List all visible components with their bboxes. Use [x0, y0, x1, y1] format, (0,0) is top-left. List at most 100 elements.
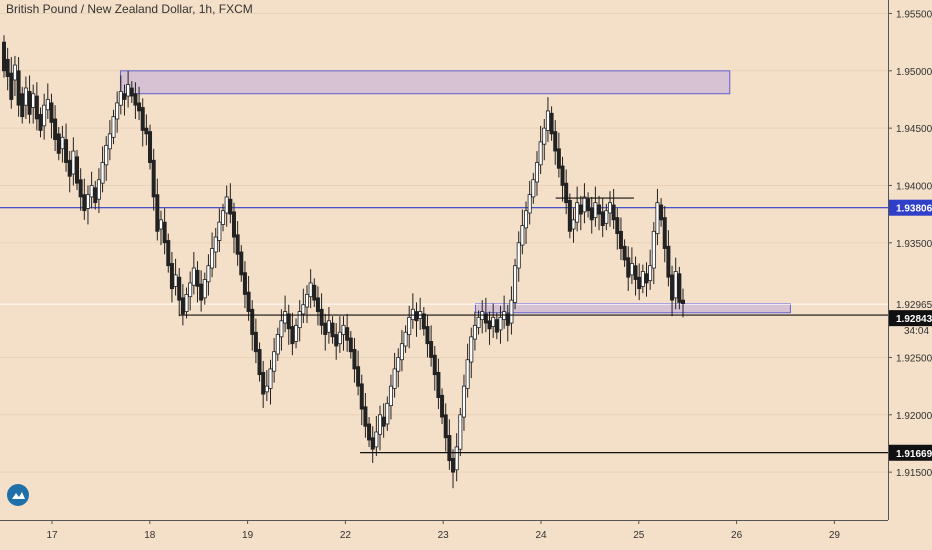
- candle-body: [352, 349, 357, 370]
- candle-body: [429, 341, 434, 358]
- x-tick-label: 18: [144, 530, 156, 541]
- candle-body: [89, 185, 94, 198]
- candle-body: [166, 240, 171, 267]
- candle-body: [23, 87, 28, 106]
- x-tick-label: 17: [46, 530, 58, 541]
- candle-body: [648, 265, 653, 282]
- candle-body: [294, 324, 299, 342]
- candle-body: [571, 219, 576, 230]
- candle-body: [217, 221, 222, 241]
- candle-body: [655, 202, 660, 235]
- candle-body: [564, 182, 569, 204]
- candle-body: [505, 313, 510, 326]
- candle-body: [498, 316, 503, 331]
- candle-body: [469, 336, 474, 363]
- x-tick-label: 23: [438, 530, 450, 541]
- candle-body: [451, 457, 456, 473]
- candle-body: [122, 93, 127, 100]
- candle-body: [158, 219, 163, 230]
- candle-body: [483, 313, 488, 324]
- candle-body: [626, 257, 631, 278]
- candle-body: [104, 144, 109, 166]
- candle-body: [56, 133, 61, 154]
- candle-body: [308, 282, 313, 298]
- candle-body: [257, 349, 262, 376]
- candle-body: [520, 225, 525, 246]
- candle-body: [531, 179, 536, 198]
- candle-body: [210, 248, 215, 269]
- candle-body: [253, 331, 258, 353]
- candle-body: [301, 304, 306, 315]
- candle-body: [443, 414, 448, 439]
- price-label: 1.92965: [896, 300, 932, 311]
- candle-body: [250, 308, 255, 335]
- candle-body: [567, 199, 572, 232]
- candle-body: [670, 274, 675, 301]
- trend-lines: [179, 197, 888, 454]
- candle-body: [126, 84, 131, 97]
- candle-body: [560, 165, 565, 186]
- candle-body: [231, 211, 236, 238]
- price-labels: 1.93806 1.92965 1.92843 1.91669 34:04: [889, 199, 932, 461]
- candle-body: [60, 136, 65, 150]
- candle-body: [556, 148, 561, 169]
- candle-body: [545, 110, 550, 131]
- x-tick-label: 22: [340, 530, 352, 541]
- price-label-bg: [889, 310, 932, 327]
- candle-body: [542, 127, 547, 145]
- candle-body: [370, 437, 375, 450]
- candle-body: [553, 131, 558, 152]
- x-tick-label: 25: [633, 530, 645, 541]
- candle-body: [177, 276, 182, 301]
- candle-body: [604, 210, 609, 224]
- x-tick-label: 29: [829, 530, 841, 541]
- candle-body: [71, 150, 76, 175]
- candle-body: [107, 133, 112, 150]
- candle-body: [392, 368, 397, 389]
- candle-body: [199, 283, 204, 301]
- candle-body: [538, 141, 543, 166]
- candle-body: [224, 196, 229, 214]
- candle-body: [275, 334, 280, 355]
- candle-body: [491, 316, 496, 327]
- candle-body: [169, 263, 174, 290]
- candle-body: [173, 274, 178, 287]
- candle-body: [607, 202, 612, 214]
- candle-body: [45, 99, 50, 111]
- candle-body: [651, 230, 656, 269]
- candle-body: [597, 204, 602, 215]
- y-tick-label: 1.95500: [896, 9, 932, 20]
- candle-body: [34, 95, 39, 120]
- x-tick-label: 19: [242, 530, 254, 541]
- candle-body: [115, 102, 120, 120]
- candle-body: [221, 210, 226, 225]
- candle-body: [476, 316, 481, 329]
- price-label: 1.92843: [896, 314, 932, 325]
- candle-body: [246, 291, 251, 312]
- candle-body: [524, 210, 529, 229]
- candle-body: [27, 91, 32, 115]
- candle-body: [31, 93, 36, 108]
- candle-body: [228, 198, 233, 215]
- y-tick-label: 1.94500: [896, 124, 932, 135]
- candle-body: [509, 299, 514, 324]
- candle-body: [454, 446, 459, 471]
- candle-body: [272, 351, 277, 372]
- candle-body: [644, 273, 649, 284]
- candle-body: [637, 276, 642, 290]
- candle-body: [180, 297, 185, 315]
- candle-body: [20, 93, 25, 118]
- zones: [119, 70, 791, 314]
- candle-body: [662, 217, 667, 249]
- countdown-label: 34:04: [904, 326, 929, 337]
- tradingview-logo-icon[interactable]: [7, 484, 29, 506]
- candle-body: [264, 385, 269, 393]
- candle-body: [12, 64, 17, 81]
- candle-body: [315, 297, 320, 312]
- candles: [2, 35, 686, 489]
- candle-body: [323, 322, 328, 335]
- candle-body: [586, 198, 591, 212]
- candle-body: [432, 354, 437, 376]
- candle-body: [516, 242, 521, 269]
